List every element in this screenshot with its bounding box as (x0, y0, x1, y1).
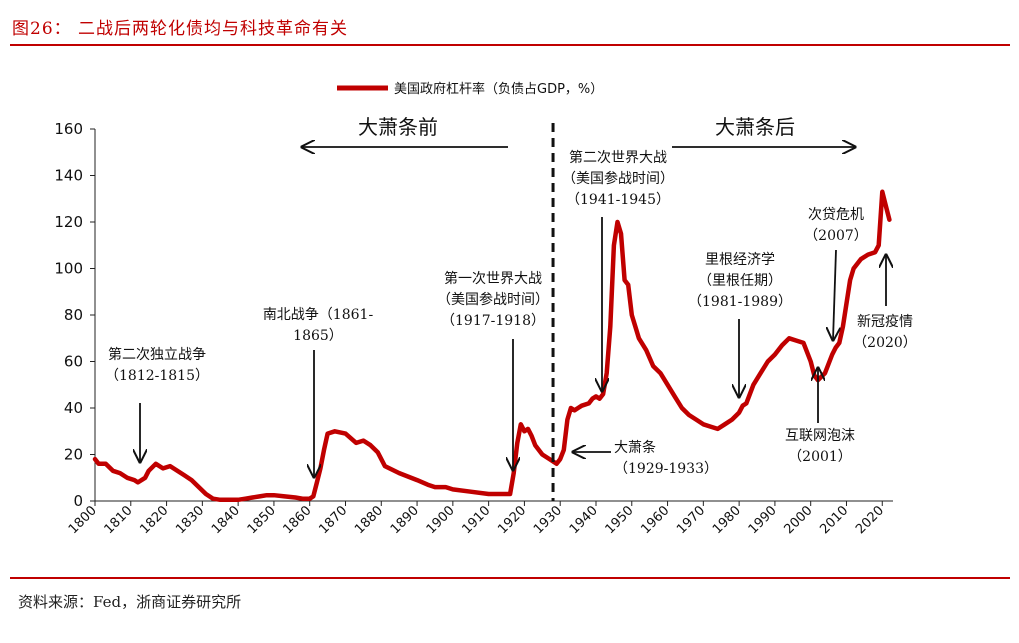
x-tick-label: 1880 (352, 503, 386, 537)
era-label-after: 大萧条后 (715, 115, 795, 139)
title-divider (10, 44, 1010, 46)
annotation-text: （美国参战时间） (562, 170, 674, 187)
x-tick-label: 1850 (245, 503, 279, 537)
x-tick-label: 1930 (531, 503, 565, 537)
annotation-text: （1929-1933） (614, 461, 718, 477)
y-tick-label: 0 (73, 492, 83, 510)
y-tick-label: 20 (64, 446, 83, 464)
source-divider (10, 577, 1010, 579)
annotation-text: （1981-1989） (688, 294, 792, 310)
annotation: 次贷危机 （2007） (804, 207, 868, 340)
annotation-text: （里根任期） (698, 273, 782, 289)
x-tick-label: 1820 (137, 503, 171, 537)
y-tick-label: 80 (64, 306, 83, 324)
x-tick-label: 1920 (495, 503, 529, 537)
x-tick-label: 1980 (710, 503, 744, 537)
annotation: 互联网泡沫 （2001） (785, 368, 855, 465)
x-tick-label: 1810 (102, 503, 136, 537)
x-tick-label: 2000 (782, 503, 816, 537)
x-tick-label: 1950 (603, 503, 637, 537)
annotation-text: 1865） (293, 328, 343, 344)
series-line-group (92, 189, 892, 503)
annotation-text: 南北战争（1861- (263, 307, 374, 323)
x-tick-label: 1960 (638, 503, 672, 537)
y-tick-label: 140 (54, 167, 83, 185)
x-tick-label: 1890 (388, 503, 422, 537)
x-tick-label: 1870 (316, 503, 350, 537)
x-tick-label: 2020 (853, 503, 887, 537)
y-tick-label: 40 (64, 399, 83, 417)
legend-label: 美国政府杠杆率（负债占GDP，%） (394, 81, 603, 97)
x-tick-label: 1910 (459, 503, 493, 537)
annotation-text: （2020） (853, 335, 917, 351)
annotation: 第二次独立战争 （1812-1815） (105, 346, 209, 462)
x-tick-label: 1840 (209, 503, 243, 537)
figure-title: 图26： 二战后两轮化债均与科技革命有关 (12, 19, 349, 39)
x-tick-label: 2010 (817, 503, 851, 537)
annotation-text: （2007） (804, 228, 868, 244)
annotation: 新冠疫情 （2020） (853, 255, 917, 351)
annotation-text: 新冠疫情 (857, 314, 913, 330)
x-tick-label: 1860 (281, 503, 315, 537)
x-tick-label: 1990 (746, 503, 780, 537)
era-label-before: 大萧条前 (358, 115, 438, 139)
annotation-text: （1941-1945） (566, 192, 670, 208)
x-tick-label: 1900 (424, 503, 458, 537)
annotation-text: （1812-1815） (105, 368, 209, 384)
debt-ratio-line-chart: 美国政府杠杆率（负债占GDP，%） 0 20 40 60 80 100 120 140 160 1… (54, 81, 917, 537)
x-tick-label: 1970 (674, 503, 708, 537)
legend: 美国政府杠杆率（负债占GDP，%） (337, 81, 603, 97)
annotation-text: （美国参战时间） (437, 291, 549, 308)
source-note: 资料来源：Fed，浙商证券研究所 (18, 593, 242, 611)
annotation-text: 第二次世界大战 (569, 149, 667, 166)
annotation-text: 互联网泡沫 (785, 428, 855, 444)
annotation-text: 第一次世界大战 (444, 270, 542, 287)
y-tick-label: 100 (54, 260, 83, 278)
annotation: 大萧条 （1929-1933） (573, 439, 718, 477)
annotation-text: 大萧条 (614, 439, 656, 456)
y-tick-label: 160 (54, 120, 83, 138)
annotation-arrow (833, 249, 836, 340)
annotation-text: 次贷危机 (808, 207, 864, 223)
y-tick-label: 60 (64, 353, 83, 371)
annotation-text: 第二次独立战争 (108, 346, 206, 363)
y-tick-label: 120 (54, 213, 83, 231)
annotation-text: （2001） (788, 449, 852, 465)
x-tick-label: 1800 (66, 503, 100, 537)
annotation: 南北战争（1861- 1865） (263, 307, 374, 477)
annotation: 第一次世界大战 （美国参战时间） （1917-1918） (437, 270, 549, 470)
annotation: 第二次世界大战 （美国参战时间） （1941-1945） (562, 149, 674, 391)
annotation-text: （1917-1918） (441, 313, 545, 329)
annotation-text: 里根经济学 (705, 252, 775, 268)
x-tick-label: 1940 (567, 503, 601, 537)
annotation: 里根经济学 （里根任期） （1981-1989） (688, 252, 792, 397)
series-line-debt-ratio (92, 189, 892, 503)
x-tick-label: 1830 (173, 503, 207, 537)
